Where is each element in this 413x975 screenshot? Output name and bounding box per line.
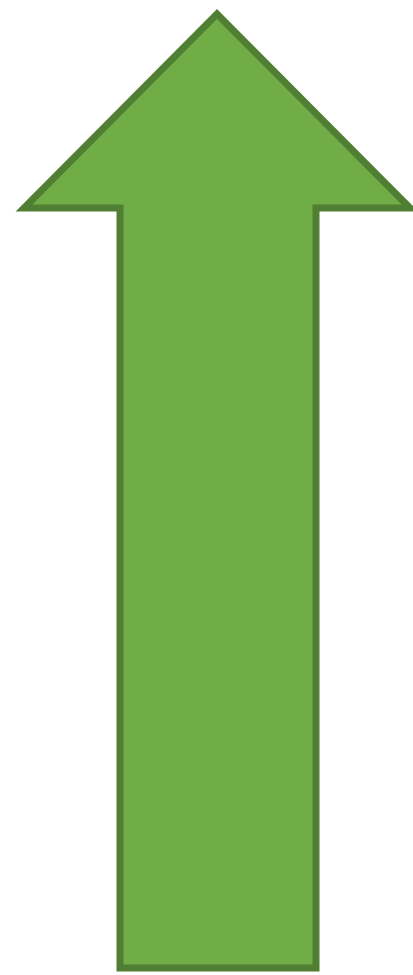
arrow-shape (15, 9, 413, 972)
